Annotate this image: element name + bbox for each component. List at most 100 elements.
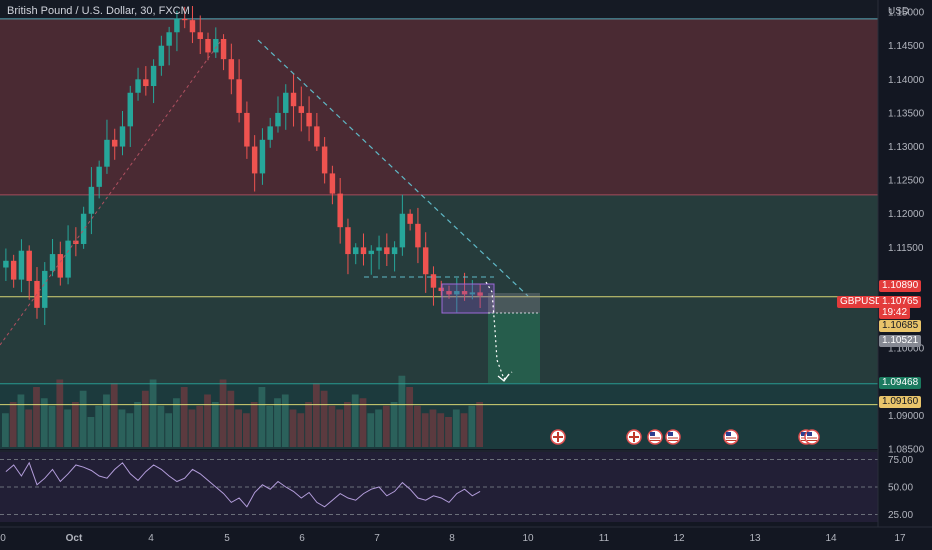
flag-cross: [553, 432, 563, 442]
volume-bar: [437, 413, 445, 447]
volume-bar: [375, 409, 382, 447]
volume-bar: [33, 387, 40, 447]
volume-bar: [196, 405, 204, 447]
volume-bar: [312, 383, 320, 447]
volume-bar: [305, 402, 312, 447]
candle-body: [26, 250, 32, 281]
volume-bar: [274, 398, 281, 447]
level-grey-label: 1.10521: [879, 335, 922, 347]
candle-body: [329, 173, 336, 194]
volume-bar: [87, 417, 95, 447]
level-green-label: 1.09468: [879, 377, 922, 389]
volume-bar: [297, 413, 305, 447]
projection-arrow: [497, 373, 510, 382]
volume-bar: [17, 394, 25, 447]
countdown-label: 19:42: [879, 307, 911, 319]
volume-bar: [118, 409, 126, 447]
candle-body: [415, 223, 421, 248]
projection-path: [485, 281, 513, 381]
target-zone: [488, 313, 540, 383]
rising-trendline: [0, 41, 221, 346]
volume-bar: [211, 402, 219, 447]
candle-body: [166, 32, 172, 46]
time-tick-label: 13: [749, 533, 761, 544]
volume-bar: [281, 394, 289, 447]
flag-canton: [807, 432, 812, 436]
candle-body: [306, 112, 312, 127]
candle-body: [430, 274, 437, 288]
candle-body: [174, 18, 180, 33]
volume-bar: [134, 402, 141, 447]
candle-body: [391, 247, 398, 255]
flag-stripes: [668, 437, 678, 441]
rsi-tick-label: 25.00: [888, 510, 913, 521]
candle-body: [368, 250, 374, 255]
volume-bar: [243, 413, 250, 447]
volume-bar: [406, 387, 414, 447]
symbol-label: GBPUSD: [837, 296, 886, 308]
volume-bar: [320, 390, 328, 447]
price-tick-label: 1.12500: [888, 176, 925, 187]
price-tick-label: 1.10000: [888, 344, 925, 355]
candle-body: [143, 79, 149, 87]
volume-bar: [149, 379, 157, 447]
candle-body: [399, 213, 406, 248]
volume-bar: [40, 398, 48, 447]
candlestick-series: [3, 5, 483, 326]
volume-bar: [336, 409, 344, 447]
candle-body: [65, 240, 71, 278]
time-tick-label: 4: [148, 533, 154, 544]
volume-bar: [398, 375, 406, 447]
candle-body: [73, 240, 79, 244]
candle-body: [267, 126, 273, 140]
flag-canton: [801, 432, 806, 436]
currency-label: USD: [888, 6, 910, 17]
volume-bar: [173, 398, 180, 447]
candle-body: [438, 287, 444, 292]
candle-body: [454, 291, 460, 295]
price-tick-label: 1.12000: [888, 209, 925, 220]
candle-body: [119, 126, 126, 147]
time-tick-label: Oct: [66, 533, 83, 544]
candle-body: [275, 112, 281, 127]
candle-body: [446, 291, 452, 295]
horizontal-levels: [0, 18, 878, 406]
price-tick-label: 1.14500: [888, 41, 925, 52]
flag-canton: [650, 432, 655, 436]
candle-body: [337, 193, 343, 228]
volume-bar: [421, 413, 429, 447]
volume-bar: [258, 387, 266, 447]
time-tick-label: 10: [522, 533, 534, 544]
consolidation-box: [441, 283, 495, 314]
candle-body: [213, 38, 219, 53]
volume-bar: [64, 409, 71, 447]
candle-body: [314, 126, 320, 147]
price-tick-label: 1.11500: [888, 243, 924, 254]
candle-body: [10, 260, 17, 280]
rsi-tick-label: 50.00: [888, 483, 913, 494]
time-tick-label: 12: [673, 533, 685, 544]
volume-histogram: [2, 375, 483, 447]
time-axis-background: [0, 527, 932, 550]
candle-body: [3, 260, 9, 268]
volume-bar: [110, 383, 118, 447]
candle-body: [220, 38, 227, 60]
volume-bar: [429, 409, 437, 447]
volume-bar: [157, 405, 165, 447]
flag-cross: [629, 432, 639, 442]
volume-bar: [468, 405, 476, 447]
candle-body: [290, 92, 297, 107]
volume-bar: [9, 402, 17, 447]
time-tick-label: 17: [894, 533, 906, 544]
volume-bar: [382, 405, 390, 447]
candle-body: [259, 139, 266, 174]
time-tick-label: 14: [825, 533, 837, 544]
volume-bar: [445, 417, 452, 447]
stop-zone: [488, 293, 540, 313]
price-tick-label: 1.13500: [888, 108, 925, 119]
drawings: [0, 39, 540, 383]
candle-body: [321, 146, 328, 174]
candle-body: [189, 20, 196, 33]
descending-trendline: [257, 39, 529, 297]
